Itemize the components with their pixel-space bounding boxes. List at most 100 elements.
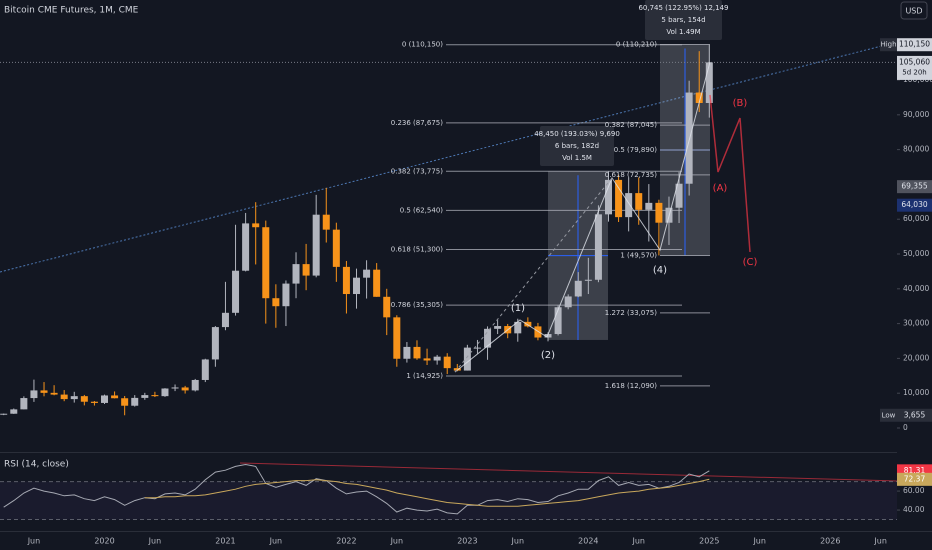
candle-body [675, 183, 683, 208]
projection-path [709, 94, 751, 253]
rsi-tag-label: 72.37 [904, 474, 926, 483]
candle-body [242, 223, 250, 271]
measure-label: Vol 1.49M [666, 28, 700, 36]
price-tag-label: 64,030 [901, 200, 927, 209]
price-tag-name-box [880, 38, 897, 52]
candle-body [70, 396, 78, 400]
candle-body [605, 179, 612, 215]
candle-body [131, 397, 139, 406]
rsi-line [3, 463, 710, 515]
candle-body [342, 266, 350, 295]
fib-label: 0 (110,210) [616, 41, 657, 49]
rsi-trend-line [239, 462, 898, 482]
price-tag-label: 105,060 [899, 57, 930, 66]
candle-body [353, 277, 360, 295]
candle-body [151, 395, 159, 397]
fib-label: 1.272 (33,075) [605, 309, 657, 317]
candle-body [201, 359, 209, 380]
candle-body [282, 283, 290, 307]
candle-body [524, 321, 532, 327]
price-tag [897, 55, 932, 80]
fib-label: 0.618 (72,735) [605, 171, 657, 179]
candle-body [221, 312, 229, 328]
y-tick-label: 10,000 [903, 388, 929, 397]
y-tick-label: 30,000 [903, 319, 929, 328]
fib-label: 0.618 (51,300) [391, 245, 443, 253]
price-tag-label: 110,150 [899, 40, 930, 49]
x-tick-label: 2023 [457, 537, 477, 546]
candle-body [322, 214, 330, 230]
candle-body [30, 390, 38, 399]
fib-label: 0.786 (35,305) [391, 301, 443, 309]
rsi-ma-line [144, 478, 710, 507]
candle-body [594, 214, 602, 280]
wave-label: (C) [743, 257, 758, 268]
y-tick-label: 40,000 [903, 284, 929, 293]
y-tick-label: 90,000 [903, 110, 929, 119]
x-tick-label: Jun [631, 537, 645, 546]
candle-body [453, 368, 461, 371]
candle-body [403, 346, 411, 359]
x-tick-label: Jun [873, 537, 887, 546]
wave-label: (2) [541, 350, 555, 361]
price-tag [897, 408, 932, 422]
candle-body [40, 390, 48, 393]
x-tick-label: 2020 [94, 537, 114, 546]
x-tick-label: 2026 [820, 537, 840, 546]
candle-body [211, 327, 219, 360]
measure-label-box [540, 126, 614, 166]
x-tick-label: 2025 [699, 537, 719, 546]
candle-body [645, 202, 653, 210]
price-tag-label: 3,655 [904, 410, 926, 419]
y-tick-label: 50,000 [903, 249, 929, 258]
rsi-tag-label: 81.31 [904, 466, 926, 475]
y-tick-label: 60,000 [903, 214, 929, 223]
candle-body [80, 396, 88, 402]
measure-label: 60,745 (122.95%) 12,149 [638, 4, 728, 12]
candle-body [373, 269, 381, 297]
fib-label: 0.5 (79,890) [614, 146, 658, 154]
candle-body [171, 387, 179, 389]
x-tick-label: Jun [148, 537, 162, 546]
fib-label: 0.382 (87,045) [605, 121, 657, 129]
candle-body [332, 229, 340, 267]
candle-body [101, 395, 108, 403]
y-tick-label: 80,000 [903, 145, 929, 154]
candle-body [635, 193, 643, 210]
wave-label: (4) [653, 265, 667, 276]
candle-body [655, 202, 663, 223]
rsi-tag [897, 472, 932, 486]
price-tag-name: Low [882, 411, 896, 419]
candle-body [685, 92, 693, 184]
candle-body [574, 280, 582, 297]
measure-label: Vol 1.5M [562, 154, 592, 162]
y-tick-label: 0 [903, 423, 908, 432]
x-tick-label: 2021 [215, 537, 235, 546]
candle-body [413, 346, 421, 359]
price-tag [897, 38, 932, 52]
chart-title: Bitcoin CME Futures, 1M, CME [4, 6, 139, 16]
x-tick-label: Jun [269, 537, 283, 546]
candle-body [181, 387, 189, 391]
candle-body [10, 409, 18, 414]
rsi-tick-label: 40.00 [903, 505, 925, 514]
candle-body [252, 223, 260, 228]
candle-body [615, 179, 623, 218]
x-tick-label: 2024 [578, 537, 598, 546]
candle-body [393, 317, 401, 359]
candle-body [625, 193, 633, 218]
candle-body [584, 279, 592, 281]
candle-body [272, 298, 280, 307]
wave-label: (B) [733, 98, 748, 109]
wave-label: (A) [713, 183, 728, 194]
x-tick-label: Jun [27, 537, 41, 546]
fib-label: 0.5 (62,540) [400, 206, 444, 214]
x-tick-label: Jun [511, 537, 525, 546]
fib-label: 1.618 (12,090) [605, 382, 657, 390]
measure-label-box [645, 0, 722, 40]
currency-button[interactable] [900, 1, 928, 20]
currency[interactable]: USD [905, 7, 922, 16]
fib-label: 0.236 (87,675) [391, 119, 443, 127]
candle-body [473, 347, 481, 349]
